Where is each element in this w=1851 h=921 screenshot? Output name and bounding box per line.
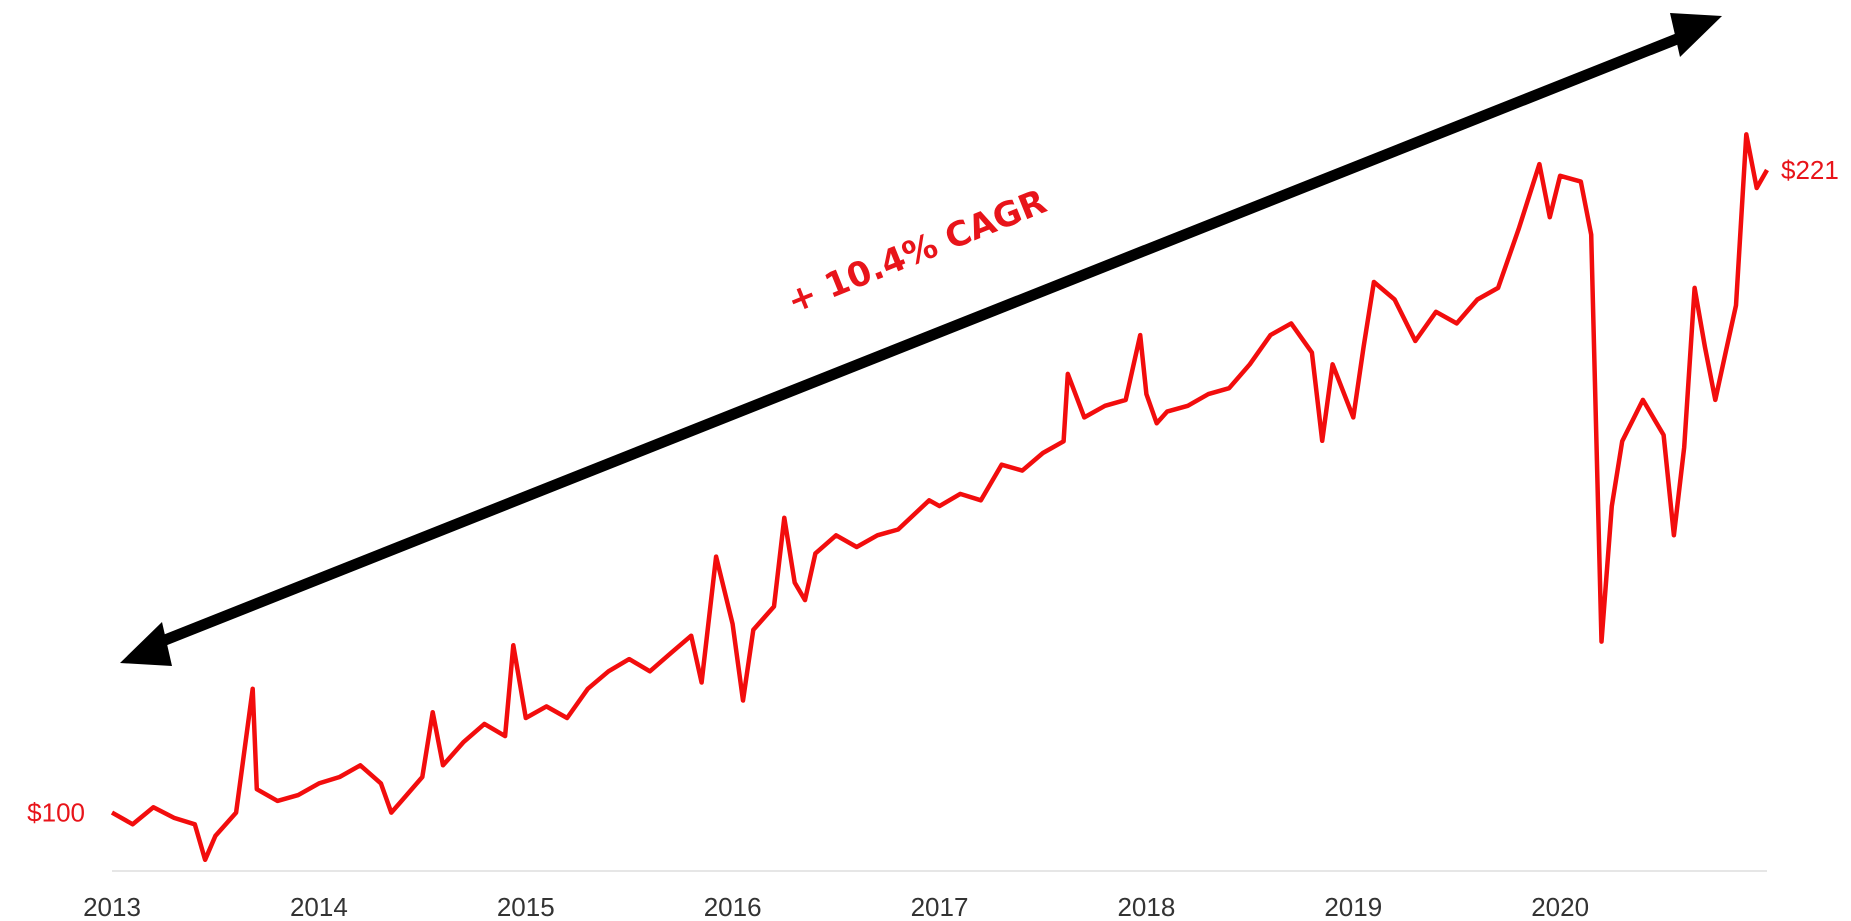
x-tick-label: 2019 [1324, 892, 1382, 921]
price-line [110, 132, 1769, 863]
x-tick-label: 2013 [83, 892, 141, 921]
x-tick-label: 2018 [1117, 892, 1175, 921]
x-tick-label: 2017 [911, 892, 969, 921]
double-arrow [120, 13, 1722, 666]
arrow-head-right [1670, 13, 1722, 57]
arrow-shaft [142, 25, 1700, 654]
x-tick-label: 2016 [704, 892, 762, 921]
value-label: $100 [27, 798, 85, 828]
arrow-head-left [120, 622, 172, 666]
x-tick-label: 2014 [290, 892, 348, 921]
x-tick-label: 2015 [497, 892, 555, 921]
value-label: $221 [1781, 155, 1839, 185]
x-tick-label: 2020 [1531, 892, 1589, 921]
